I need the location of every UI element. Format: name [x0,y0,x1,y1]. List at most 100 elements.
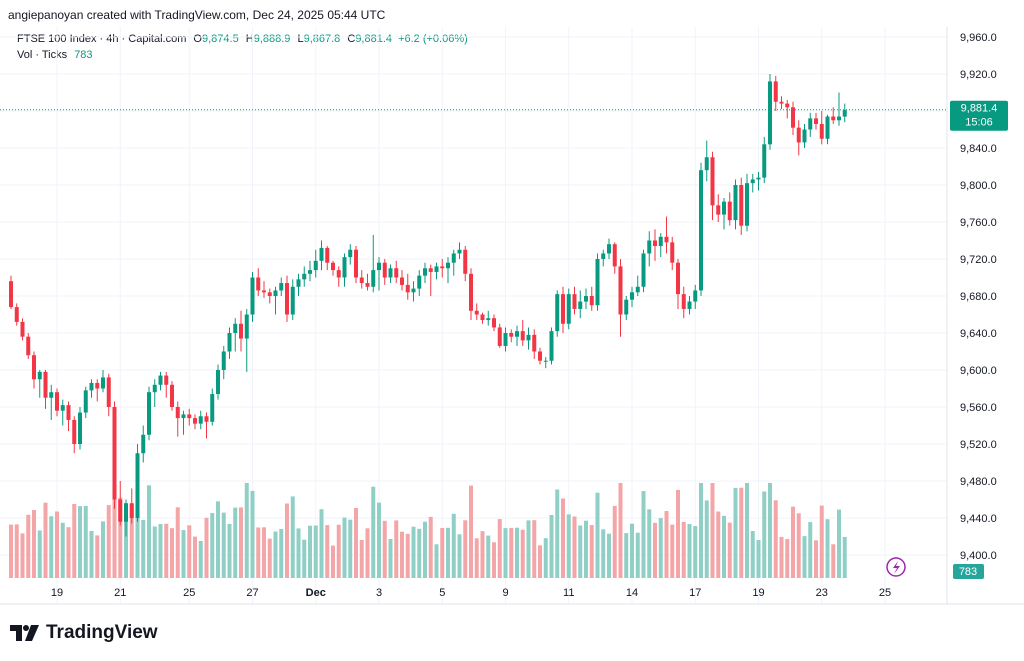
volume-bar [716,511,721,578]
candle-body [814,118,818,124]
volume-bar [124,516,128,578]
candle-body [262,290,266,293]
volume-bar [538,545,542,578]
symbol-legend[interactable]: FTSE 100 Index · 4h · Capital.com O9,874… [17,33,468,45]
candle-body [463,249,468,274]
candle-body [112,407,117,500]
chart-attribution: angiepanoyan created with TradingView.co… [8,8,386,22]
lightning-icon[interactable] [886,557,906,577]
volume-bar [348,519,353,578]
candle-body [601,253,606,259]
volume-bar [549,515,554,578]
volume-bar [463,520,468,578]
candle-body [239,323,243,339]
volume-bar [693,526,698,578]
volume-tag-bg [953,564,984,579]
x-tick-label: 27 [246,587,258,599]
volume-bar [446,527,450,578]
x-tick-label: 11 [563,587,574,599]
candle-body [440,266,445,269]
volume-bar [434,544,439,578]
volume-bar [595,492,600,578]
volume-bar [417,528,422,578]
volume-bar [262,527,266,578]
candle-body [762,144,767,178]
volume-bar [49,516,54,578]
volume-bar [336,524,341,578]
high-value: 9,888.9 [253,33,291,45]
volume-bar [578,525,583,578]
volume-bar [825,519,830,578]
volume-tag: 783 [953,564,984,579]
x-tick-label: 5 [439,587,445,599]
volume-bar [187,525,192,578]
candle-body [630,292,634,300]
volume-bar [733,487,738,578]
y-tick-label: 9,680.0 [960,291,997,303]
y-tick-label: 9,560.0 [960,402,997,414]
high-label: H [245,33,254,45]
candle-body [716,205,721,215]
y-tick-label: 9,440.0 [960,513,997,525]
volume-bar [819,505,824,578]
volume-bar [14,524,19,578]
volume-bar [394,520,399,578]
volume-bar [497,519,502,578]
candle-body [745,183,749,226]
candle-body [768,81,772,145]
volume-bar [210,513,215,578]
volume-bar [503,528,508,578]
volume-bar [141,520,146,578]
symbol-title[interactable]: FTSE 100 Index · 4h · Capital.com [17,33,187,45]
candle-body [825,116,830,139]
candle-body [377,262,381,271]
candle-body [670,242,675,263]
volume-bar [405,533,410,578]
volume-bar [572,516,577,578]
volume-bar [647,509,652,578]
volume-bar [704,500,709,578]
candle-body [20,321,25,337]
volume-bar [388,539,393,578]
candle-body [216,370,220,395]
candle-body [227,333,232,352]
volume-bar [520,529,525,578]
candle-body [118,499,123,522]
volume-label[interactable]: Vol · Ticks [17,49,68,61]
candle-body [647,240,652,254]
candle-body [365,283,370,287]
volume-bar [618,483,623,578]
volume-bar [630,523,634,578]
candle-body [791,107,795,128]
candle-body [520,331,525,341]
candle-body [664,236,669,243]
candle-body [106,377,111,407]
candle-body [359,277,364,284]
candle-body [325,247,330,263]
tradingview-logo[interactable]: TradingView [10,622,158,644]
candle-body [831,116,836,121]
volume-bar [532,520,537,578]
volume-bar [423,521,427,578]
y-tick-label: 9,800.0 [960,180,997,192]
low-label: L [297,33,304,45]
candle-body [124,503,128,522]
candle-body [641,253,646,287]
candle-body [589,296,594,306]
volume-bar [756,540,761,578]
candle-body [785,103,790,108]
volume-bar [440,528,445,578]
volume-bar [302,539,307,578]
last-price-tag[interactable]: 9,881.4 15:06 [950,100,1008,131]
volume-bar [670,524,675,578]
volume-bar [837,509,841,578]
volume-bar [175,507,180,578]
volume-bar [342,517,347,578]
candle-body [83,390,88,413]
candle-body [147,392,151,435]
close-value: 9,881.4 [355,33,393,45]
candle-body [566,294,571,324]
y-tick-label: 9,840.0 [960,143,997,155]
volume-legend[interactable]: Vol · Ticks 783 [17,49,93,61]
